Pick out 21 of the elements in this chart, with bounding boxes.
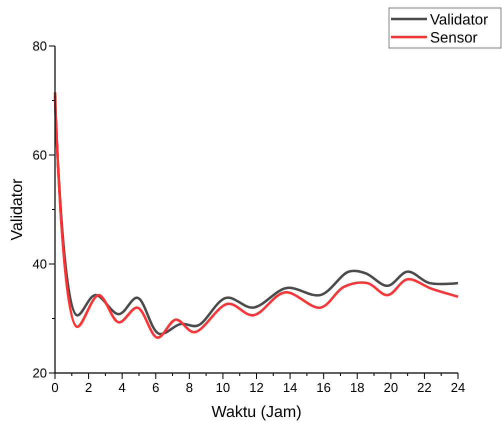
x-tick-label: 8 bbox=[186, 380, 193, 395]
x-tick-label: 0 bbox=[51, 380, 59, 395]
y-tick-label: 60 bbox=[32, 148, 47, 163]
x-tick-label: 2 bbox=[84, 380, 92, 395]
x-tick-label: 24 bbox=[450, 380, 466, 395]
x-tick-label: 18 bbox=[350, 380, 364, 395]
legend-label: Validator bbox=[430, 11, 488, 28]
x-tick-label: 10 bbox=[216, 380, 230, 395]
legend-label: Sensor bbox=[430, 29, 478, 46]
x-tick-label: 20 bbox=[384, 380, 398, 395]
x-tick-label: 12 bbox=[249, 380, 264, 395]
x-tick-label: 4 bbox=[118, 380, 126, 395]
x-tick-label: 22 bbox=[417, 380, 432, 395]
x-tick-label: 16 bbox=[316, 380, 331, 395]
y-axis-title: Validator bbox=[9, 178, 26, 240]
x-tick-label: 14 bbox=[282, 380, 298, 395]
x-axis-title: Waktu (Jam) bbox=[211, 404, 302, 421]
y-tick-label: 80 bbox=[32, 38, 47, 54]
y-tick-label: 40 bbox=[32, 256, 47, 272]
x-tick-label: 6 bbox=[152, 380, 160, 395]
y-tick-label: 20 bbox=[32, 366, 47, 381]
